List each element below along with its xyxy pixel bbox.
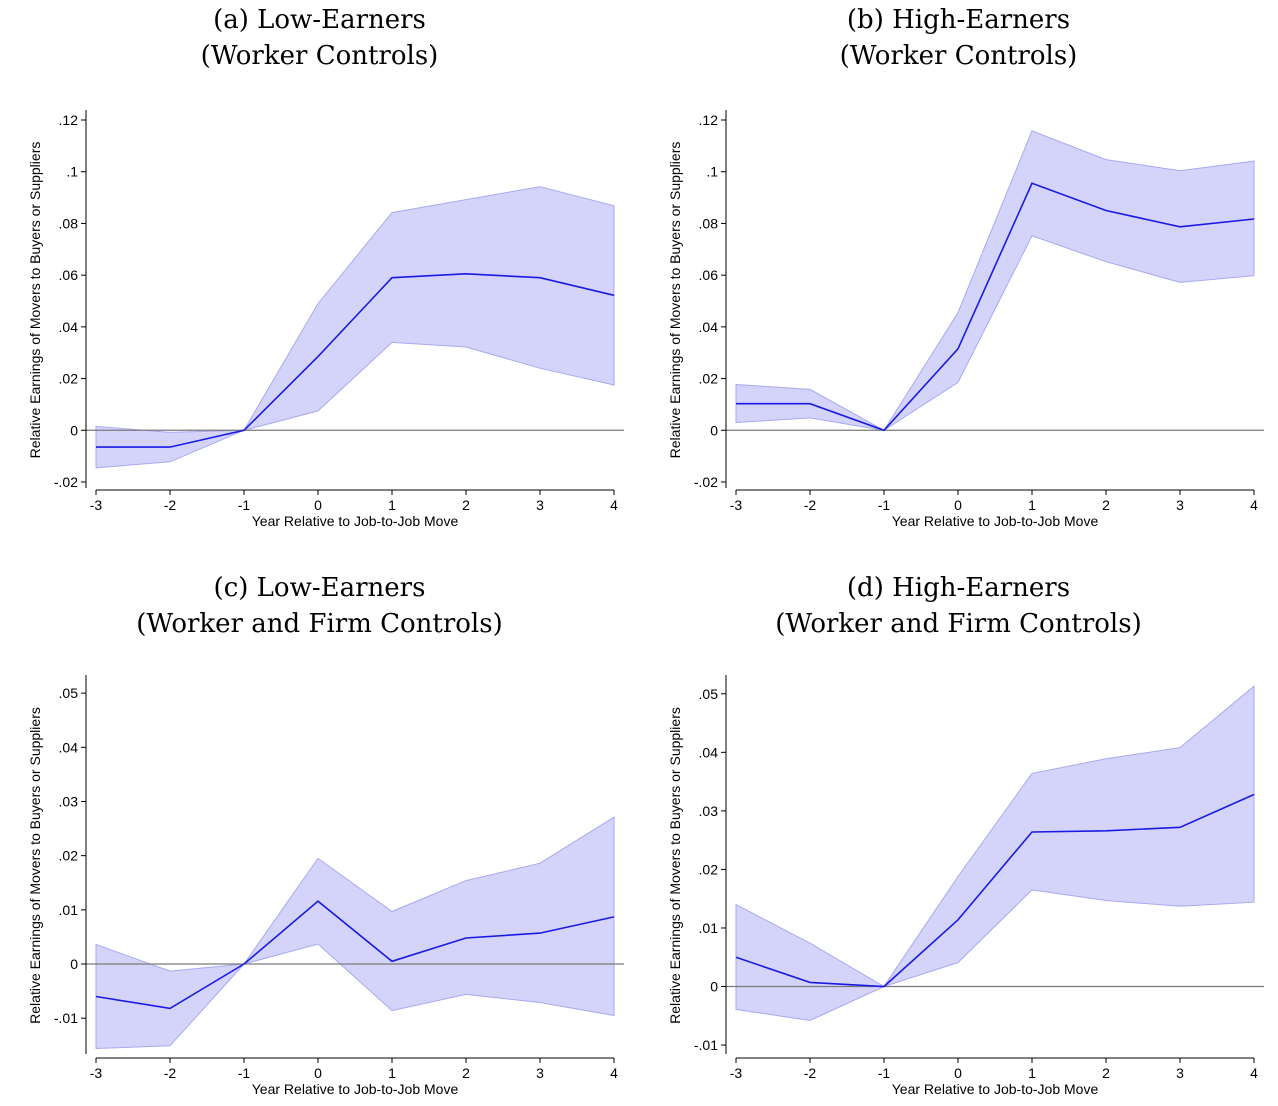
panel-d-x-axis-title: Year Relative to Job-to-Job Move [892, 1081, 1099, 1097]
panel-b-x-tick-label: 1 [1028, 497, 1036, 513]
panel-c-y-tick-label: -.01 [54, 1010, 78, 1026]
panel-d-y-tick-label: .02 [699, 861, 719, 877]
panel-d-y-axis-title: Relative Earnings of Movers to Buyers or… [667, 707, 683, 1024]
panel-b-y-tick-label: .1 [706, 164, 718, 180]
panel-a-y-tick-label: 0 [70, 422, 78, 438]
panel-title-c-line1: (c) Low-Earners [213, 573, 426, 603]
panel-a-x-axis-title: Year Relative to Job-to-Job Move [252, 513, 459, 529]
panel-b-y-tick-label: 0 [710, 422, 718, 438]
panel-b-y-tick-label: .02 [699, 371, 719, 387]
panel-title-b: (b) High-Earners (Worker Controls) [639, 2, 1278, 74]
panel-d-x-tick-label: 4 [1250, 1065, 1258, 1081]
panel-b-y-tick-label: .08 [699, 215, 719, 231]
panel-c-confidence-band [95, 816, 615, 1050]
panel-a-y-tick-label: .1 [66, 164, 78, 180]
panel-a-x-tick-label: 3 [536, 497, 544, 513]
panel-d-x-tick-label: 1 [1028, 1065, 1036, 1081]
panel-b-y-tick-label: .12 [699, 112, 719, 128]
panel-c-y-tick-label: .02 [59, 848, 79, 864]
panel-a-x-tick-label: -2 [164, 497, 177, 513]
panel-b-estimate-line [736, 182, 1255, 432]
panel-d-x-tick-label: 2 [1102, 1065, 1110, 1081]
panel-c-y-tick-label: .01 [59, 902, 79, 918]
panel-title-a: (a) Low-Earners (Worker Controls) [0, 2, 639, 74]
panel-b-y-axis-title: Relative Earnings of Movers to Buyers or… [667, 142, 683, 459]
panel-c-y-tick-label: .03 [59, 793, 79, 809]
panel-d-x-tick-label: 0 [954, 1065, 962, 1081]
panel-a-x-tick-label: -1 [238, 497, 251, 513]
panel-a-x-tick-label: 2 [462, 497, 470, 513]
panel-c-y-tick-label: .05 [59, 685, 79, 701]
panel-b-x-tick-label: -2 [804, 497, 817, 513]
panel-b-x-tick-label: -1 [878, 497, 891, 513]
panel-c-estimate-line [95, 900, 615, 1010]
panel-b-x-tick-label: 2 [1102, 497, 1110, 513]
panel-d-y-tick-label: .05 [699, 686, 719, 702]
panel-title-d-line1: (d) High-Earners [846, 573, 1071, 603]
panel-title-a-line1: (a) Low-Earners [213, 5, 426, 35]
panel-a-y-tick-label: -.02 [54, 474, 78, 490]
panel-a-y-tick-label: .02 [59, 371, 79, 387]
panel-title-a-line2: (Worker Controls) [200, 41, 439, 71]
panel-a-y-tick-label: .12 [59, 112, 79, 128]
panel-a-y-axis-title: Relative Earnings of Movers to Buyers or… [27, 142, 43, 459]
panel-c-y-tick-label: 0 [70, 956, 78, 972]
panel-d-estimate-line [735, 793, 1255, 988]
panel-title-b-line1: (b) High-Earners [846, 5, 1071, 35]
panel-c-x-tick-label: 2 [462, 1065, 470, 1081]
panel-d-confidence-band [735, 685, 1255, 1022]
panel-d-x-tick-label: -3 [730, 1065, 743, 1081]
panel-c-x-tick-label: -3 [90, 1065, 103, 1081]
panel-a-x-tick-label: 4 [610, 497, 618, 513]
panel-b-x-axis-title: Year Relative to Job-to-Job Move [892, 513, 1099, 529]
panel-b-x-tick-label: -3 [730, 497, 743, 513]
panel-b-y-tick-label: .06 [699, 267, 719, 283]
panel-b-x-tick-label: 0 [954, 497, 962, 513]
panel-c-y-tick-label: .04 [59, 739, 79, 755]
panel-a-y-tick-label: .08 [59, 215, 79, 231]
panel-b-confidence-band [735, 130, 1255, 431]
panel-c-x-tick-label: 3 [536, 1065, 544, 1081]
panel-d-y-tick-label: .03 [699, 803, 719, 819]
panel-title-d-line2: (Worker and Firm Controls) [775, 609, 1142, 639]
panel-c-y-axis-title: Relative Earnings of Movers to Buyers or… [27, 707, 43, 1024]
panel-title-c-line2: (Worker and Firm Controls) [136, 609, 503, 639]
panel-a-confidence-band [95, 186, 615, 469]
panel-d-y-tick-label: .04 [699, 744, 719, 760]
panel-c-x-tick-label: -2 [164, 1065, 177, 1081]
panel-a-estimate-line [96, 272, 615, 448]
panel-a-x-tick-label: 1 [388, 497, 396, 513]
panel-c-x-tick-label: -1 [238, 1065, 251, 1081]
panel-title-c: (c) Low-Earners (Worker and Firm Control… [0, 570, 639, 642]
panel-b-x-tick-label: 3 [1176, 497, 1184, 513]
panel-a-y-tick-label: .06 [59, 267, 79, 283]
panel-c-x-axis-title: Year Relative to Job-to-Job Move [252, 1081, 459, 1097]
panel-a-x-tick-label: -3 [90, 497, 103, 513]
panel-d-y-tick-label: .01 [699, 920, 719, 936]
panel-b-y-tick-label: .04 [699, 319, 719, 335]
panel-b-x-tick-label: 4 [1250, 497, 1258, 513]
panel-d-x-tick-label: 3 [1176, 1065, 1184, 1081]
panel-b-y-tick-label: -.02 [694, 474, 718, 490]
panel-title-b-line2: (Worker Controls) [839, 41, 1078, 71]
panel-d-y-tick-label: -.01 [694, 1037, 718, 1053]
panel-d-x-tick-label: -1 [878, 1065, 891, 1081]
panel-title-d: (d) High-Earners (Worker and Firm Contro… [639, 570, 1278, 642]
panel-d-y-tick-label: 0 [710, 979, 718, 995]
panel-a-x-tick-label: 0 [314, 497, 322, 513]
panel-a-y-tick-label: .04 [59, 319, 79, 335]
panel-d-x-tick-label: -2 [804, 1065, 817, 1081]
panel-c-x-tick-label: 4 [610, 1065, 618, 1081]
panel-c-x-tick-label: 1 [388, 1065, 396, 1081]
panel-c-x-tick-label: 0 [314, 1065, 322, 1081]
